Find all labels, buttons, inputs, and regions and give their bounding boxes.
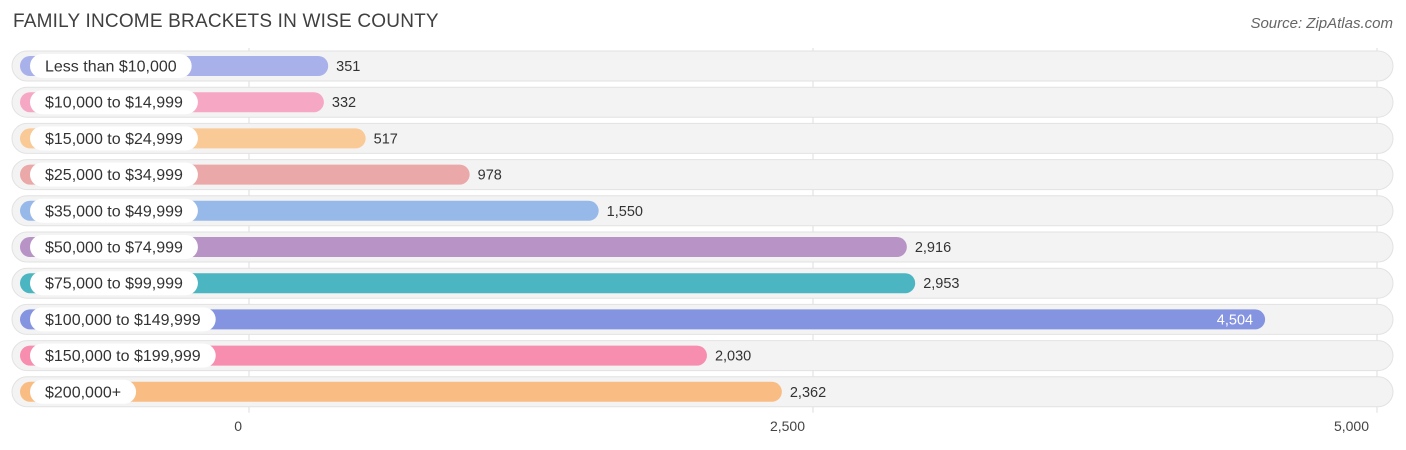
- category-label-pill: [30, 54, 192, 78]
- bar: [20, 309, 1266, 330]
- tick-label: 2,500: [770, 418, 805, 434]
- value-label: 2,030: [715, 349, 751, 365]
- category-label: $10,000 to $14,999: [45, 95, 183, 112]
- category-label-pill: [30, 126, 198, 151]
- category-label-pill: [30, 235, 198, 259]
- category-label: $200,000+: [45, 384, 121, 401]
- category-label-pill: [30, 271, 198, 296]
- category-label-pill: [30, 307, 216, 332]
- category-label: $25,000 to $34,999: [45, 167, 183, 184]
- category-label: $75,000 to $99,999: [45, 276, 183, 293]
- category-label: $15,000 to $24,999: [45, 131, 183, 148]
- category-label-pill: [30, 379, 137, 404]
- category-label: $100,000 to $149,999: [45, 312, 201, 329]
- bar: [20, 237, 907, 257]
- bar: [20, 381, 782, 402]
- category-label: $150,000 to $199,999: [45, 348, 201, 365]
- chart-title: FAMILY INCOME BRACKETS IN WISE COUNTY: [13, 11, 439, 32]
- ticks-layer: 0 2,500 5,000: [234, 418, 1369, 434]
- value-label: 2,916: [915, 240, 951, 256]
- value-label: 1,550: [607, 204, 643, 220]
- source-credit: Source: ZipAtlas.com: [1250, 15, 1393, 32]
- category-label-pill: [30, 343, 216, 368]
- bar: [20, 273, 916, 294]
- value-label: 4,504: [1217, 312, 1253, 328]
- value-label: 978: [478, 168, 502, 184]
- category-label: Less than $10,000: [45, 59, 177, 76]
- rows-layer: Less than $10,000 351 $10,000 to $14,999 33…: [11, 50, 1394, 408]
- row-background: [11, 86, 1394, 118]
- value-label: 2,362: [790, 385, 826, 401]
- category-label-pill: [30, 198, 198, 223]
- row-background: [11, 50, 1394, 82]
- category-label-pill: [30, 90, 198, 115]
- category-label: $35,000 to $49,999: [45, 203, 183, 220]
- category-label-pill: [30, 162, 198, 187]
- value-label: 351: [336, 59, 360, 75]
- tick-label: 5,000: [1334, 418, 1369, 434]
- value-label: 517: [374, 131, 398, 147]
- tick-label: 0: [234, 418, 242, 434]
- value-label: 332: [332, 95, 356, 111]
- category-label: $50,000 to $74,999: [45, 240, 183, 257]
- value-label: 2,953: [923, 276, 959, 292]
